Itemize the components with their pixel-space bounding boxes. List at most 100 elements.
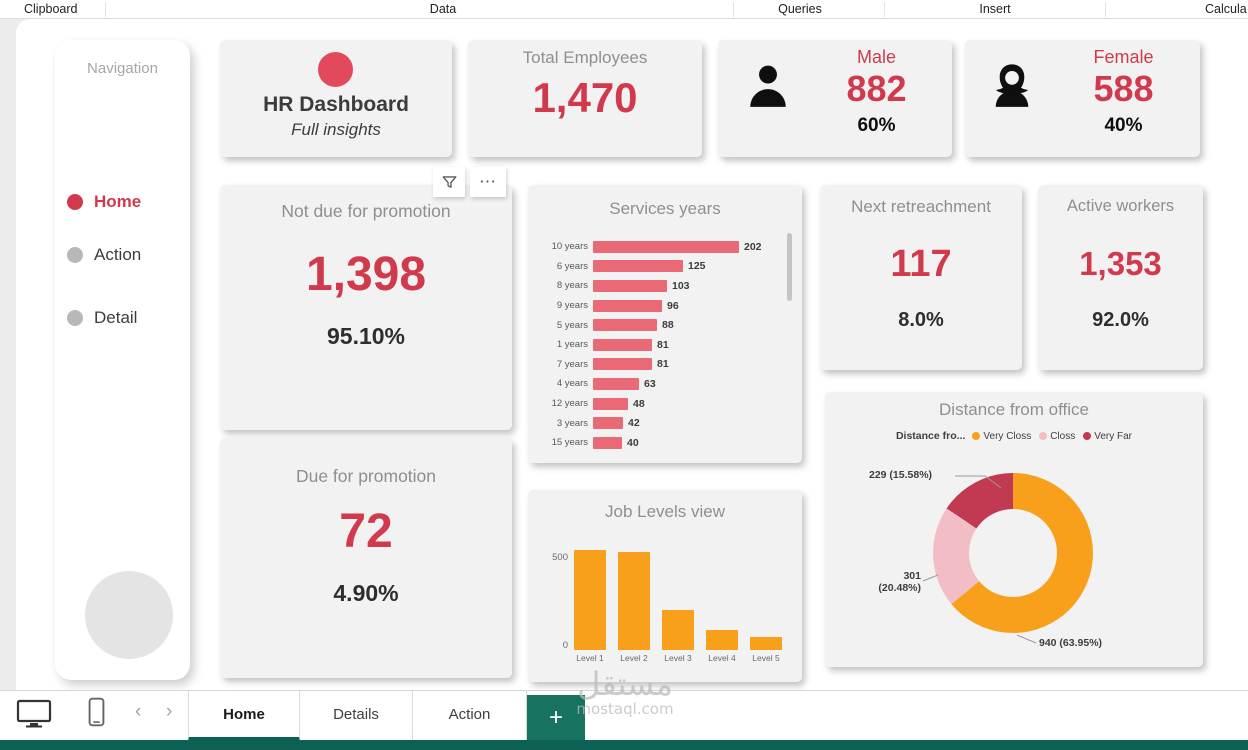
joblevels-bars bbox=[574, 550, 782, 650]
services-bar-row[interactable]: 7 years 81 bbox=[538, 355, 792, 375]
value-label: 63 bbox=[644, 377, 656, 390]
ribbon-divider bbox=[884, 2, 885, 17]
bar[interactable] bbox=[593, 299, 662, 312]
services-bar-row[interactable]: 10 years 202 bbox=[538, 237, 792, 257]
bar[interactable] bbox=[593, 397, 628, 410]
tab-label: Home bbox=[223, 706, 265, 723]
kpi-title: Next retreachment bbox=[851, 197, 991, 216]
services-years-chart-card: Services years 10 years 202 6 years 125 8 ye… bbox=[528, 185, 802, 463]
page-tab-action[interactable]: Action bbox=[413, 691, 527, 741]
legend-label: Very Closs bbox=[983, 430, 1032, 442]
services-bar-row[interactable]: 15 years 40 bbox=[538, 433, 792, 453]
value-label: 42 bbox=[628, 417, 640, 430]
chart-title: Distance from office bbox=[939, 400, 1089, 419]
more-options-icon[interactable]: ⋯ bbox=[470, 167, 506, 197]
dashboard-title: HR Dashboard bbox=[263, 93, 409, 116]
ribbon-group-calculations[interactable]: Calcula bbox=[1205, 2, 1247, 16]
donut-callout-lines bbox=[922, 475, 1037, 644]
kpi-percent: 4.90% bbox=[333, 580, 399, 606]
services-bar-row[interactable]: 1 years 81 bbox=[538, 335, 792, 355]
services-bar-row[interactable]: 9 years 96 bbox=[538, 296, 792, 316]
nav-item-detail[interactable]: Detail bbox=[67, 308, 137, 328]
bar-level-2[interactable] bbox=[618, 552, 650, 650]
ribbon-group-queries[interactable]: Queries bbox=[778, 2, 822, 16]
ribbon-divider bbox=[1105, 2, 1106, 17]
donut-callout-closs: 301 (20.48%) bbox=[878, 570, 921, 594]
bar-level-3[interactable] bbox=[662, 610, 694, 650]
kpi-percent: 8.0% bbox=[898, 309, 944, 331]
category-label: Level 5 bbox=[752, 653, 780, 663]
kpi-not-due-promotion-card: Not due for promotion 1,398 95.10% bbox=[220, 185, 512, 430]
services-bar-row[interactable]: 8 years 103 bbox=[538, 276, 792, 296]
bar-level-1[interactable] bbox=[574, 550, 606, 650]
category-label: 9 years bbox=[556, 300, 588, 312]
legend-dot-icon bbox=[972, 432, 981, 440]
nav-item-label: Detail bbox=[94, 308, 138, 327]
legend-dot-icon bbox=[1039, 432, 1048, 440]
nav-bullet-icon bbox=[67, 310, 83, 326]
value-label: 96 bbox=[667, 299, 679, 312]
ribbon-group-insert[interactable]: Insert bbox=[979, 2, 1011, 16]
bar[interactable] bbox=[593, 377, 639, 390]
services-bar-row[interactable]: 3 years 42 bbox=[538, 413, 792, 433]
legend-label: Very Far bbox=[1094, 430, 1133, 442]
nav-bullet-icon bbox=[67, 194, 83, 210]
legend-dot-icon bbox=[1083, 432, 1092, 440]
category-label: 3 years bbox=[556, 417, 588, 429]
value-label: 81 bbox=[657, 338, 669, 351]
female-person-icon bbox=[987, 58, 1037, 119]
category-label: 6 years bbox=[556, 260, 588, 272]
services-bar-row[interactable]: 4 years 63 bbox=[538, 374, 792, 394]
category-label: Level 4 bbox=[708, 653, 736, 663]
kpi-active-workers-card: Active workers 1,353 92.0% bbox=[1038, 185, 1203, 370]
value-label: 81 bbox=[657, 358, 669, 371]
bar-level-5[interactable] bbox=[750, 637, 782, 650]
value-label: 88 bbox=[662, 319, 674, 332]
nav-item-action[interactable]: Action bbox=[67, 245, 141, 265]
bar[interactable] bbox=[593, 436, 622, 449]
bar[interactable] bbox=[593, 260, 683, 273]
page-tab-details[interactable]: Details bbox=[300, 691, 413, 741]
ribbon-group-data[interactable]: Data bbox=[429, 2, 457, 16]
legend-item[interactable]: Very Far bbox=[1083, 431, 1132, 442]
add-page-button[interactable]: + bbox=[527, 695, 585, 741]
navigation-panel: Navigation Home Action Detail bbox=[55, 40, 190, 680]
legend-item[interactable]: Closs bbox=[1039, 431, 1075, 442]
legend-item[interactable]: Very Closs bbox=[972, 431, 1031, 442]
navigation-title: Navigation bbox=[87, 60, 158, 77]
bar[interactable] bbox=[593, 319, 657, 332]
bar[interactable] bbox=[593, 279, 667, 292]
ribbon-group-clipboard[interactable]: Clipboard bbox=[24, 2, 78, 16]
filter-icon[interactable] bbox=[433, 167, 465, 197]
bar-level-4[interactable] bbox=[706, 630, 738, 650]
distance-donut[interactable] bbox=[933, 473, 1093, 633]
value-label: 40 bbox=[627, 436, 639, 449]
page-tab-bar: ‹ › Home Details Action + bbox=[0, 690, 1248, 750]
page-tab-home[interactable]: Home bbox=[188, 691, 300, 741]
services-chart: 10 years 202 6 years 125 8 years 103 9 years 96… bbox=[538, 237, 792, 453]
legend-title: Distance fro... bbox=[895, 430, 966, 442]
chart-scrollbar[interactable] bbox=[787, 233, 792, 301]
value-label: 48 bbox=[633, 397, 645, 410]
next-page-chevron-icon[interactable]: › bbox=[166, 701, 173, 722]
nav-item-home[interactable]: Home bbox=[67, 192, 141, 212]
bar[interactable] bbox=[593, 417, 623, 430]
kpi-value: 1,398 bbox=[305, 248, 427, 301]
nav-item-label: Home bbox=[94, 192, 142, 211]
bar[interactable] bbox=[593, 240, 739, 253]
services-bar-row[interactable]: 6 years 125 bbox=[538, 257, 792, 277]
desktop-view-icon[interactable] bbox=[16, 699, 52, 734]
prev-page-chevron-icon[interactable]: ‹ bbox=[135, 701, 142, 722]
services-bar-row[interactable]: 12 years 48 bbox=[538, 394, 792, 414]
mobile-view-icon[interactable] bbox=[88, 697, 105, 732]
ribbon-divider bbox=[105, 2, 106, 17]
bar[interactable] bbox=[593, 338, 652, 351]
job-levels-chart-card: Job Levels view 500 0 Level 1 Level 2 Leve… bbox=[528, 490, 802, 682]
bar[interactable] bbox=[593, 358, 652, 371]
legend-label: Closs bbox=[1050, 430, 1076, 442]
nav-bullet-icon bbox=[67, 247, 83, 263]
kpi-value: 117 bbox=[890, 243, 952, 285]
kpi-total-employees-card: Total Employees 1,470 bbox=[468, 40, 702, 157]
services-bar-row[interactable]: 5 years 88 bbox=[538, 315, 792, 335]
